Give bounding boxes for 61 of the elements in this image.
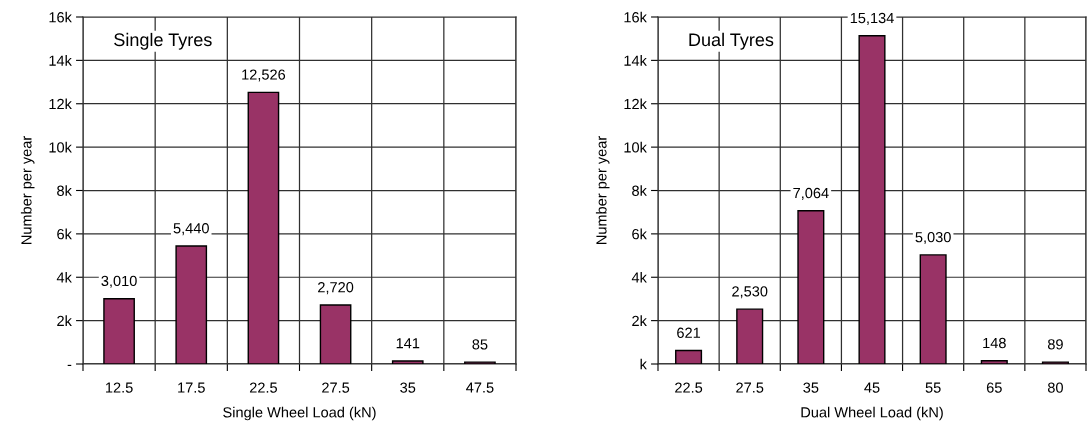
- y-axis-title: Number per year: [595, 136, 610, 245]
- data-label: 2,530: [732, 286, 768, 299]
- y-tick-label: 16k: [624, 11, 647, 23]
- y-axis-title: Number per year: [20, 136, 35, 245]
- y-tick-label: 6k: [632, 228, 647, 240]
- data-label: 621: [677, 327, 701, 338]
- data-label: 12,526: [242, 69, 286, 82]
- data-label: 3,010: [101, 275, 137, 288]
- text: Dual Tyres: [689, 32, 774, 50]
- data-label: 89: [1047, 339, 1063, 350]
- x-axis-title: Dual Wheel Load (kN): [801, 406, 943, 421]
- x-tick-label: 55: [925, 382, 941, 393]
- bar: [175, 245, 208, 364]
- y-tick-label: 2k: [57, 315, 72, 326]
- y-tick-label: 12k: [624, 98, 647, 110]
- bar: [247, 91, 280, 364]
- data-label: 15,134: [850, 12, 894, 25]
- bar: [797, 210, 825, 364]
- bar: [103, 298, 135, 364]
- y-tick-label: 4k: [631, 271, 647, 283]
- y-tick-label: 8k: [632, 185, 647, 196]
- bar: [980, 360, 1008, 364]
- x-tick-label: 22.5: [675, 382, 703, 393]
- y-tick-label: 14k: [624, 55, 647, 66]
- data-label: 141: [396, 338, 420, 349]
- bar: [919, 254, 947, 364]
- x-tick-label: 12.5: [106, 382, 133, 393]
- x-tick-label: 65: [986, 382, 1002, 393]
- y-tick-label: -: [67, 364, 72, 366]
- data-label: 2,720: [318, 282, 354, 295]
- x-tick-label: 47.5: [466, 382, 494, 393]
- data-label: 7,064: [793, 187, 829, 200]
- x-tick-label: 27.5: [736, 382, 764, 393]
- y-tick-label: 8k: [57, 185, 72, 196]
- data-label: 5,440: [173, 223, 209, 236]
- bar: [858, 35, 886, 364]
- data-label: 85: [472, 339, 488, 350]
- text: Single Tyres: [114, 32, 212, 50]
- bar: [319, 304, 352, 364]
- y-tick-label: 4k: [56, 271, 72, 283]
- x-tick-label: 80: [1047, 382, 1063, 393]
- x-tick-label: 35: [803, 382, 819, 393]
- x-axis-title: Single Wheel Load (kN): [223, 406, 376, 421]
- bar: [736, 308, 764, 364]
- y-tick-label: k: [640, 358, 647, 370]
- y-tick-label: 10k: [624, 141, 647, 153]
- y-tick-label: 12k: [49, 98, 72, 110]
- x-tick-label: 27.5: [322, 382, 350, 393]
- y-tick-label: 6k: [57, 228, 72, 240]
- x-tick-label: 35: [400, 382, 416, 393]
- x-tick-label: 22.5: [249, 382, 277, 393]
- y-tick-label: 14k: [49, 55, 72, 66]
- x-tick-label: 17.5: [178, 382, 205, 393]
- bar: [675, 349, 703, 364]
- data-label: 148: [983, 337, 1006, 349]
- bar: [391, 360, 424, 364]
- y-tick-label: 10k: [49, 141, 72, 153]
- y-tick-label: 16k: [49, 11, 72, 23]
- y-tick-label: 2k: [632, 315, 647, 326]
- x-tick-label: 45: [864, 382, 880, 393]
- data-label: 5,030: [915, 231, 951, 245]
